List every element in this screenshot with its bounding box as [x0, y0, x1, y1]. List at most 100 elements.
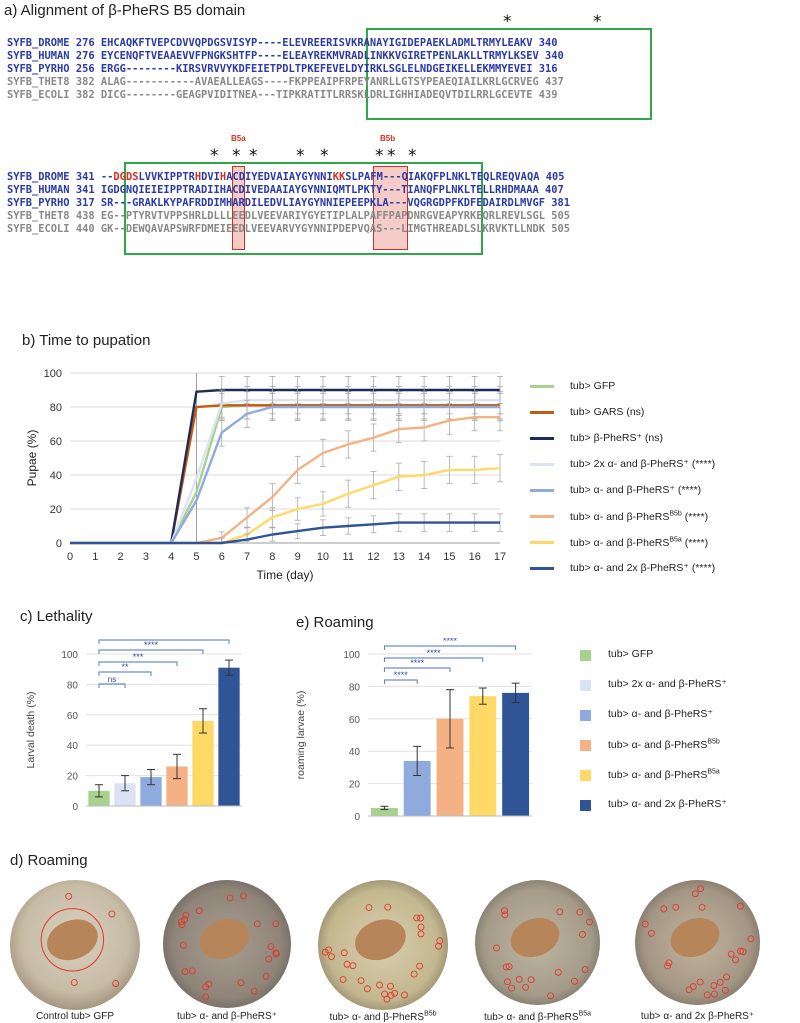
larva-marker [711, 990, 718, 998]
larva-marker [696, 978, 704, 986]
series-line [70, 521, 500, 545]
conserved-residue-star: * [232, 146, 241, 166]
larva-marker [641, 920, 649, 928]
alignment-row: SYFB_ECOLI 440 GK--DEWQAVAPSWRFDMEIEEDLV… [7, 223, 570, 236]
larva-marker [727, 950, 735, 958]
larva-marker [660, 905, 668, 913]
y-tick-label: 80 [349, 682, 361, 693]
significance-label: **** [410, 658, 425, 668]
significance-bracket [98, 671, 152, 676]
larva-marker [689, 983, 697, 991]
legend-label: tub> GFP [570, 380, 616, 392]
legend-swatch [530, 567, 554, 570]
larva-marker [576, 908, 584, 916]
legend-label: tub> α- and β-PheRS⁺ (****) [570, 484, 702, 496]
bar [192, 720, 214, 806]
x-tick-label: 7 [244, 551, 250, 563]
b5b-label: B5b [380, 134, 396, 143]
x-tick-label: 13 [393, 551, 405, 563]
sequence-residues: DICG--------GEAGPVIDITNEA---TIPKRATITLRR… [100, 89, 533, 101]
series-line [70, 416, 500, 545]
petri-dish-photo [475, 880, 600, 1005]
bar [88, 790, 110, 806]
larva-marker [716, 978, 724, 986]
larva-marker [182, 911, 190, 919]
y-tick-label: 0 [354, 812, 360, 823]
significance-bracket [383, 667, 451, 672]
alignment-row: SYFB_DROME 341 --DGDSLVVKIPPTRHDVIHACDIY… [7, 171, 565, 184]
larva-marker [226, 894, 234, 902]
sequence-name: SYFB_PYRHO [7, 197, 70, 209]
larva-marker [737, 947, 745, 955]
bar [370, 807, 398, 816]
x-tick-label: 1 [92, 551, 98, 563]
y-tick-label: 40 [67, 741, 79, 752]
sequence-residues: --DGDSLVVKIPPTRHDVIHACDIYEDVAIAYGYNNIKKS… [100, 171, 540, 183]
larva-marker [391, 989, 399, 997]
larva-marker [556, 908, 564, 916]
larva-marker [417, 923, 425, 931]
sequence-end: 505 [551, 210, 571, 222]
petri-dish-photo [318, 880, 448, 1010]
sequence-name: SYFB_ECOLI [7, 89, 70, 101]
x-tick-label: 8 [269, 551, 275, 563]
legend-label: tub> GFP [608, 648, 654, 660]
legend-label: tub> α- and β-PheRSB5a [608, 768, 720, 781]
y-tick-label: 40 [349, 747, 361, 758]
larva-marker [747, 935, 755, 943]
food-patch [199, 918, 250, 959]
larva-marker [343, 960, 351, 968]
y-tick-label: 100 [44, 368, 62, 380]
sequence-start: 317 [75, 197, 95, 209]
larva-marker [376, 981, 384, 989]
larva-marker [515, 975, 523, 983]
significance-bracket [383, 679, 418, 684]
larva-marker [237, 979, 245, 987]
larva-marker [387, 991, 395, 999]
panel-b-title: b) Time to pupation [22, 332, 151, 349]
legend-label: tub> 2x α- and β-PheRS⁺ [608, 678, 727, 690]
larva-marker [328, 953, 335, 961]
larva-marker [581, 966, 589, 973]
legend-label: tub> β-PheRS⁺ (ns) [570, 432, 663, 444]
x-tick-label: 16 [469, 551, 481, 563]
sequence-end: 405 [545, 171, 565, 183]
panel-e-title: e) Roaming [296, 614, 374, 631]
significance-label: ** [121, 662, 129, 672]
bar [218, 667, 240, 806]
legend-swatch [580, 770, 591, 781]
legend-swatch [530, 515, 554, 518]
larva-marker [493, 944, 500, 952]
larva-marker [40, 908, 105, 972]
sequence-start: 341 [75, 171, 95, 183]
larva-marker [202, 993, 210, 1001]
sequence-residues: GK--DEWQAVAPSWRFDMEIEEDLVEEVARVYGYNNIPDE… [100, 223, 546, 235]
larva-marker [522, 983, 530, 991]
bar [140, 777, 162, 806]
larva-marker [417, 930, 425, 938]
larva-marker [554, 968, 562, 976]
larva-marker [527, 976, 535, 984]
alignment-box-1 [366, 28, 652, 120]
larva-marker [723, 973, 730, 981]
larva-marker [381, 990, 389, 998]
sequence-start: 341 [75, 184, 95, 196]
larva-marker [501, 911, 509, 919]
larva-marker [664, 962, 672, 970]
larva-marker [240, 892, 247, 900]
legend-swatch [580, 680, 591, 691]
alignment-row: SYFB_DROME 276 EHCAQKFTVEPCDVVQPDGSVISYP… [7, 37, 558, 50]
x-tick-label: 15 [443, 551, 455, 563]
food-patch [47, 919, 98, 961]
legend-swatch [580, 650, 591, 661]
series-line [70, 388, 500, 545]
legend-label: tub> α- and β-PheRS⁺ [608, 708, 713, 720]
sequence-name: SYFB_HUMAN [7, 50, 70, 62]
larva-marker [265, 955, 273, 963]
legend-label: tub> α- and β-PheRSB5b [608, 738, 720, 751]
panel-c-title: c) Lethality [20, 608, 93, 625]
larva-marker [703, 991, 711, 999]
conserved-residue-star: * [593, 12, 602, 32]
panel-d-title: d) Roaming [10, 852, 88, 869]
